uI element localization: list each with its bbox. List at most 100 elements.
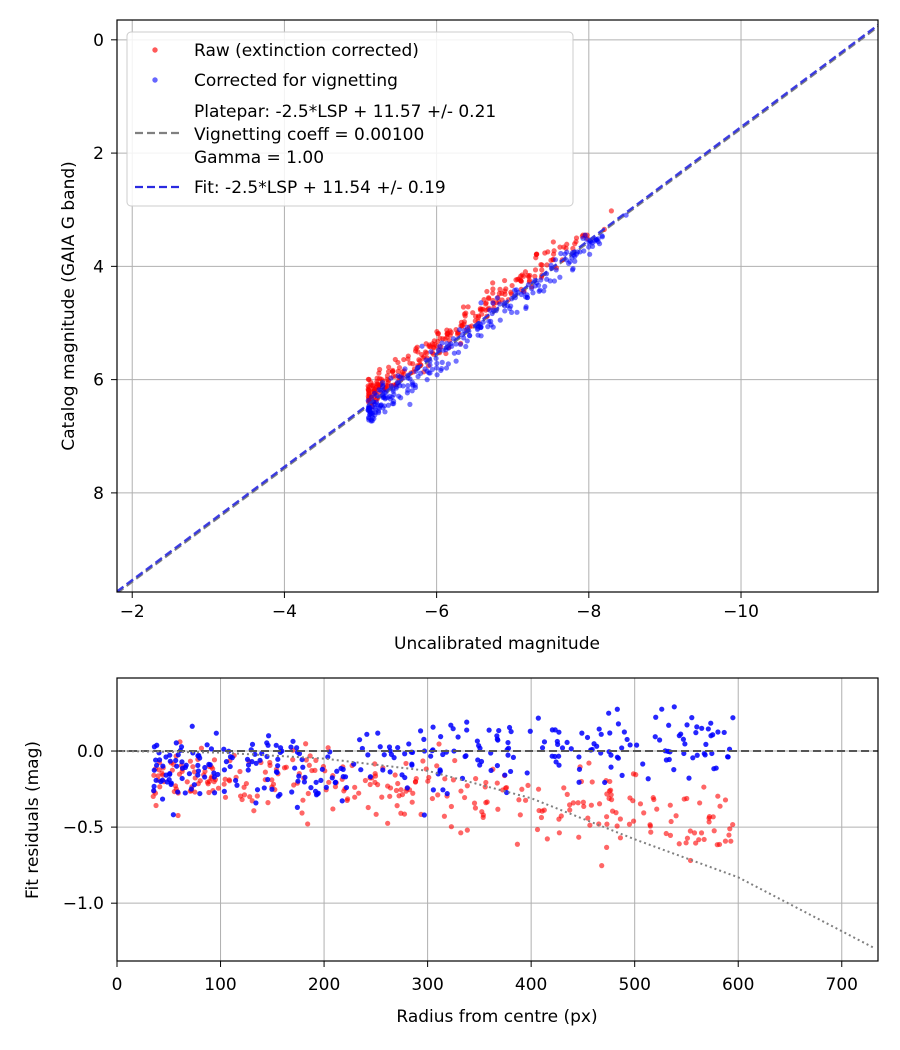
corrected-residual-point xyxy=(619,772,625,778)
raw-point xyxy=(385,380,391,386)
corrected-point xyxy=(405,387,411,393)
raw-residual-point xyxy=(409,799,415,805)
corrected-point xyxy=(538,277,544,283)
raw-residual-point xyxy=(534,826,541,833)
raw-residual-point xyxy=(458,830,464,836)
corrected-residual-point xyxy=(215,771,221,778)
corrected-residual-point xyxy=(365,752,371,758)
corrected-residual-point xyxy=(627,742,633,748)
raw-residual-point xyxy=(484,799,490,805)
corrected-point xyxy=(463,343,469,350)
raw-residual-point xyxy=(262,769,268,775)
corrected-point xyxy=(385,402,392,408)
corrected-residual-point xyxy=(510,754,517,760)
raw-residual-point xyxy=(637,801,644,807)
corrected-residual-point xyxy=(703,741,709,747)
corrected-residual-point xyxy=(294,804,300,810)
raw-residual-point xyxy=(215,785,222,791)
corrected-residual-point xyxy=(428,753,434,759)
corrected-point xyxy=(382,409,388,415)
corrected-point xyxy=(443,365,450,371)
raw-residual-point xyxy=(155,773,161,779)
raw-residual-point xyxy=(525,782,531,789)
raw-point xyxy=(539,267,545,273)
corrected-residual-point xyxy=(576,766,583,772)
raw-residual-point xyxy=(387,793,393,799)
corrected-point xyxy=(365,398,371,404)
corrected-point xyxy=(461,335,467,341)
raw-residual-point xyxy=(627,795,633,801)
corrected-residual-point xyxy=(223,759,230,765)
corrected-point xyxy=(557,274,563,280)
residuals-plot-frame xyxy=(116,677,879,962)
raw-residual-point xyxy=(372,770,378,777)
raw-point xyxy=(525,272,531,279)
corrected-point xyxy=(577,249,583,255)
raw-residual-point xyxy=(698,830,705,836)
raw-residual-point xyxy=(676,841,682,847)
raw-residual-point xyxy=(581,803,587,810)
raw-point xyxy=(490,280,496,286)
raw-residual-point xyxy=(673,813,679,819)
legend-label-platepar-2: Vignetting coeff = 0.00100 xyxy=(194,125,424,145)
corrected-residual-point xyxy=(195,762,201,768)
raw-residual-point xyxy=(305,790,311,797)
raw-residual-point xyxy=(576,834,582,840)
corrected-residual-point xyxy=(535,715,541,721)
raw-point xyxy=(385,369,392,375)
raw-residual-point xyxy=(585,815,591,821)
corrected-residual-point xyxy=(421,736,427,742)
raw-residual-point xyxy=(175,812,181,819)
corrected-point xyxy=(455,349,462,355)
corrected-residual-point xyxy=(381,752,387,758)
raw-residual-point xyxy=(604,821,610,827)
corrected-point xyxy=(570,266,576,272)
corrected-point xyxy=(409,388,415,394)
corrected-point xyxy=(391,401,397,407)
raw-point xyxy=(390,367,396,373)
corrected-point xyxy=(368,394,375,400)
corrected-residual-point xyxy=(356,737,363,743)
corrected-residual-point xyxy=(313,779,319,785)
corrected-residual-point xyxy=(634,742,640,748)
raw-point xyxy=(502,277,508,284)
raw-residual-point xyxy=(241,792,248,798)
raw-residual-point xyxy=(701,836,707,843)
corrected-residual-point xyxy=(153,777,159,783)
corrected-residual-point xyxy=(359,745,365,752)
corrected-residual-point xyxy=(249,759,255,765)
raw-residual-point xyxy=(434,763,440,769)
raw-residual-point xyxy=(667,802,673,808)
raw-residual-point xyxy=(464,827,470,833)
corrected-residual-point xyxy=(391,755,397,761)
raw-residual-point xyxy=(648,829,654,835)
raw-point xyxy=(532,273,538,279)
raw-residual-point xyxy=(425,778,431,784)
corrected-point xyxy=(572,258,578,264)
corrected-residual-point xyxy=(579,730,585,736)
corrected-residual-point xyxy=(621,729,627,735)
raw-residual-point xyxy=(198,745,205,751)
corrected-point xyxy=(558,250,564,257)
calibration-x-tick-label-1: −4 xyxy=(272,602,297,622)
raw-residual-point xyxy=(544,836,550,842)
corrected-residual-point xyxy=(694,752,700,758)
raw-point xyxy=(377,366,383,373)
corrected-residual-point xyxy=(156,757,163,763)
corrected-point xyxy=(586,244,592,250)
calibration-x-label: Uncalibrated magnitude xyxy=(394,634,600,654)
corrected-residual-point xyxy=(208,746,215,752)
corrected-residual-point xyxy=(496,727,502,734)
corrected-residual-point xyxy=(151,767,157,773)
corrected-residual-point xyxy=(477,762,483,768)
residuals-chart: 0 100 200 300 400 500 600 700 0.0 −0.5 −1.0 Radiu… xyxy=(23,677,879,1027)
corrected-residual-point xyxy=(624,736,630,743)
corrected-residual-point xyxy=(168,781,174,788)
raw-point xyxy=(503,286,509,292)
corrected-residual-point xyxy=(652,734,658,740)
calibration-y-tick-label-4: 8 xyxy=(93,484,104,504)
corrected-residual-point xyxy=(474,738,480,744)
corrected-point xyxy=(445,361,451,367)
corrected-residual-point xyxy=(444,791,450,797)
residuals-x-tick-label-1: 100 xyxy=(204,975,236,995)
